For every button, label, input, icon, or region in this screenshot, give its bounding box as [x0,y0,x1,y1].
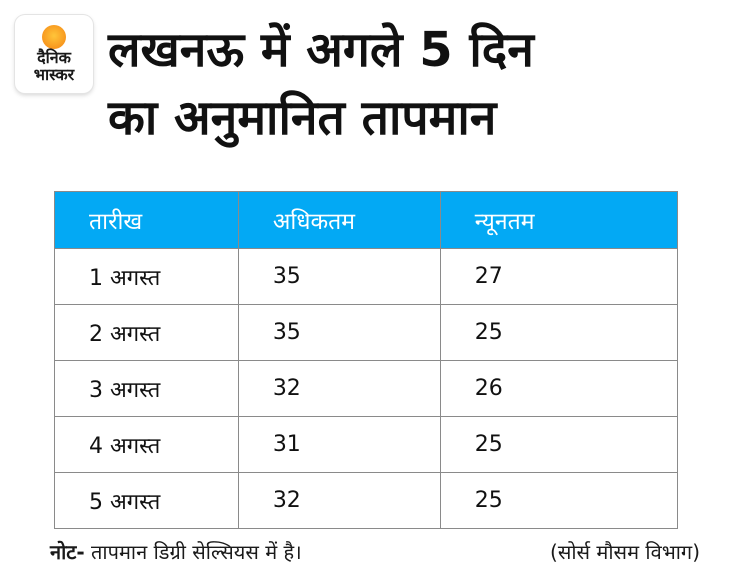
dainik-bhaskar-logo: दैनिक भास्कर [15,15,93,93]
note-label: नोट- [50,540,85,564]
footnote: नोट- तापमान डिग्री सेल्सियस में है। [50,538,302,565]
cell-date: 1 अगस्त [54,248,239,305]
title-line-2: का अनुमानित तापमान [108,90,497,146]
source-credit: (सोर्स मौसम विभाग) [550,540,700,564]
temperature-table: तारीख अधिकतम न्यूनतम 1 अगस्त 35 27 2 अगस… [54,191,679,529]
cell-date: 3 अगस्त [54,360,239,417]
cell-min: 25 [439,472,679,529]
table-row: 5 अगस्त 32 25 [54,472,679,529]
cell-max: 35 [237,248,441,305]
title-line-1: लखनऊ में अगले 5 दिन [108,22,534,78]
table-row: 2 अगस्त 35 25 [54,304,679,361]
cell-max: 31 [237,416,441,473]
table-header-row: तारीख अधिकतम न्यूनतम [54,191,679,249]
logo-text: दैनिक भास्कर [33,48,75,84]
header-min: न्यूनतम [439,191,679,249]
cell-max: 32 [237,472,441,529]
cell-max: 32 [237,360,441,417]
cell-date: 5 अगस्त [54,472,239,529]
page-title: लखनऊ में अगले 5 दिन का अनुमानित तापमान [108,16,708,152]
table-row: 4 अगस्त 31 25 [54,416,679,473]
table-row: 1 अगस्त 35 27 [54,248,679,305]
sun-icon [42,25,66,49]
cell-min: 26 [439,360,679,417]
cell-date: 2 अगस्त [54,304,239,361]
cell-date: 4 अगस्त [54,416,239,473]
cell-min: 27 [439,248,679,305]
table-row: 3 अगस्त 32 26 [54,360,679,417]
cell-min: 25 [439,416,679,473]
header-date: तारीख [54,191,239,249]
cell-max: 35 [237,304,441,361]
header-max: अधिकतम [237,191,441,249]
cell-min: 25 [439,304,679,361]
note-text: तापमान डिग्री सेल्सियस में है। [84,540,302,564]
